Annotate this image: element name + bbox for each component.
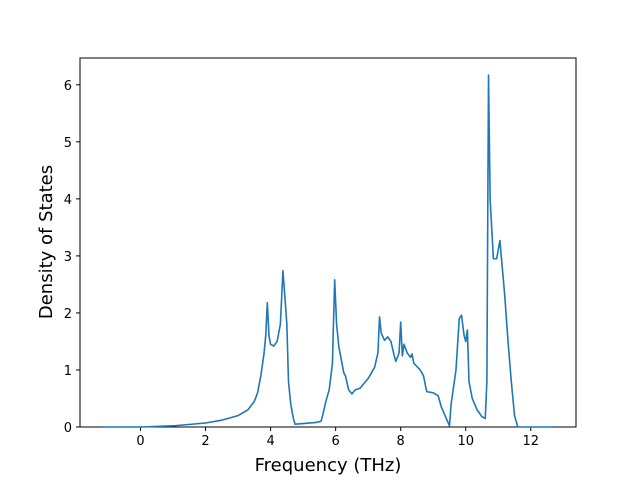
x-tick-label: 4: [266, 434, 274, 449]
plot-frame: [79, 57, 577, 428]
y-tick-label: 5: [64, 136, 72, 151]
x-axis-label: Frequency (THz): [255, 455, 402, 476]
y-tick-label: 2: [64, 307, 72, 322]
line-series: [102, 74, 554, 428]
x-tick-label: 12: [523, 434, 540, 449]
x-tick-label: 0: [136, 434, 144, 449]
y-tick-label: 3: [64, 250, 72, 265]
x-tick-label: 6: [332, 434, 340, 449]
x-tick-label: 2: [201, 434, 209, 449]
y-tick-label: 0: [64, 421, 72, 436]
y-tick-label: 4: [64, 193, 72, 208]
y-axis-label: Density of States: [36, 165, 57, 319]
y-tick-label: 6: [64, 79, 72, 94]
x-tick-label: 8: [397, 434, 405, 449]
y-tick-label: 1: [64, 364, 72, 379]
x-tick-label: 10: [457, 434, 474, 449]
